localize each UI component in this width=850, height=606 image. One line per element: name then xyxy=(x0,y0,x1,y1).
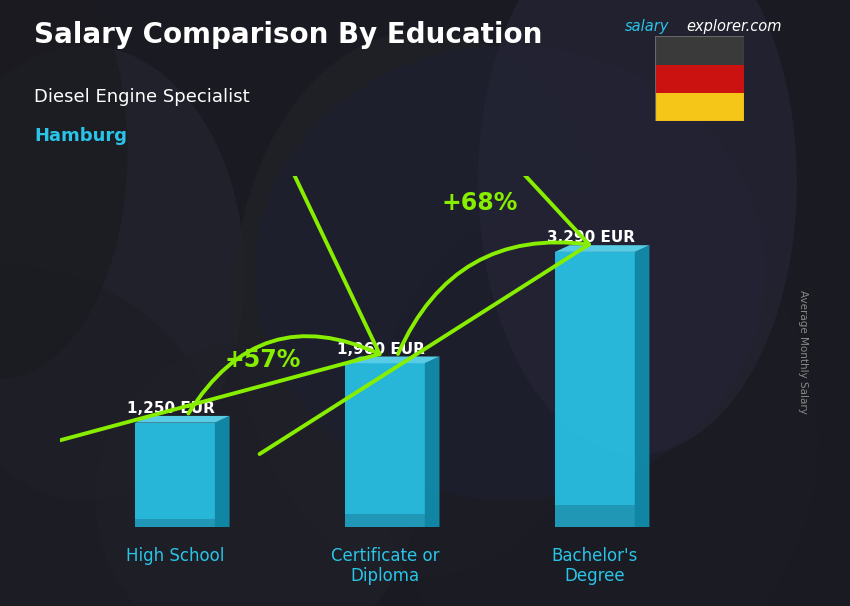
Bar xyxy=(555,252,635,527)
Text: salary: salary xyxy=(625,19,669,35)
Polygon shape xyxy=(345,356,439,363)
Bar xyxy=(555,505,635,527)
Bar xyxy=(135,422,215,527)
Polygon shape xyxy=(635,245,649,527)
Text: Salary Comparison By Education: Salary Comparison By Education xyxy=(34,21,542,49)
Polygon shape xyxy=(555,245,649,252)
Bar xyxy=(135,519,215,527)
Text: +68%: +68% xyxy=(441,191,518,215)
Text: 1,250 EUR: 1,250 EUR xyxy=(127,401,214,416)
Ellipse shape xyxy=(255,45,765,500)
Bar xyxy=(345,363,425,527)
Text: 3,290 EUR: 3,290 EUR xyxy=(547,230,635,245)
Ellipse shape xyxy=(0,45,245,500)
Polygon shape xyxy=(425,356,439,527)
Ellipse shape xyxy=(0,265,223,606)
Ellipse shape xyxy=(478,0,796,454)
Text: Hamburg: Hamburg xyxy=(34,127,127,145)
FancyArrowPatch shape xyxy=(3,2,380,456)
Ellipse shape xyxy=(95,341,414,606)
Text: explorer.com: explorer.com xyxy=(687,19,782,35)
Text: Diesel Engine Specialist: Diesel Engine Specialist xyxy=(34,88,250,106)
Polygon shape xyxy=(215,416,230,527)
Text: 1,960 EUR: 1,960 EUR xyxy=(337,342,424,356)
Bar xyxy=(654,36,744,65)
Ellipse shape xyxy=(371,189,818,606)
Bar xyxy=(345,514,425,527)
Ellipse shape xyxy=(234,30,616,576)
Text: Average Monthly Salary: Average Monthly Salary xyxy=(798,290,808,413)
Bar xyxy=(654,93,744,121)
Polygon shape xyxy=(135,416,230,422)
Ellipse shape xyxy=(0,0,128,379)
Text: +57%: +57% xyxy=(225,348,302,372)
Bar xyxy=(654,65,744,93)
FancyArrowPatch shape xyxy=(259,0,589,454)
